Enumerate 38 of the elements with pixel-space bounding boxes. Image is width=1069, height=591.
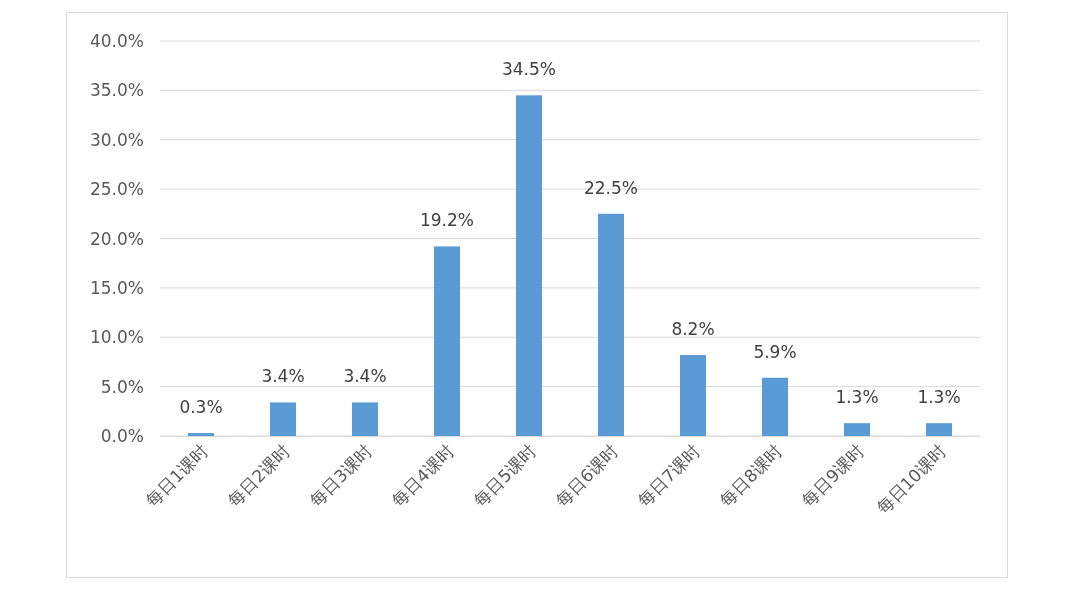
bar [434, 246, 460, 436]
data-label: 34.5% [501, 59, 557, 80]
bar [188, 433, 214, 436]
data-label: 1.3% [917, 387, 961, 408]
data-label: 5.9% [753, 341, 797, 362]
bar [270, 402, 296, 436]
data-label: 1.3% [835, 387, 879, 408]
x-tick-label: 每日3课时 [305, 440, 376, 511]
data-label: 19.2% [419, 210, 475, 231]
data-label: 3.4% [261, 366, 305, 387]
y-tick-label: 40.0% [89, 31, 144, 51]
bar [516, 95, 542, 436]
y-tick-label: 10.0% [89, 327, 144, 348]
y-tick-label: 25.0% [89, 179, 144, 200]
y-tick-label: 30.0% [89, 129, 144, 150]
x-tick-label: 每日7课时 [633, 440, 704, 511]
x-tick-label: 每日6课时 [551, 440, 622, 511]
y-tick-label: 5.0% [100, 376, 144, 397]
data-label: 0.3% [179, 397, 223, 418]
data-label: 3.4% [343, 366, 387, 387]
x-tick-label: 每日10课时 [872, 440, 950, 519]
y-tick-label: 20.0% [89, 228, 144, 249]
data-label: 8.2% [671, 319, 715, 340]
bar [680, 355, 706, 436]
bar [926, 423, 952, 436]
bar [762, 377, 788, 436]
y-tick-label: 35.0% [89, 80, 144, 101]
bar [844, 423, 870, 436]
data-label: 22.5% [583, 177, 639, 198]
x-tick-label: 每日2课时 [223, 440, 294, 511]
bar [352, 402, 378, 436]
x-tick-label: 每日5课时 [469, 440, 540, 511]
x-tick-label: 每日4课时 [387, 440, 458, 511]
x-tick-label: 每日9课时 [797, 440, 868, 511]
x-tick-label: 每日8课时 [715, 440, 786, 511]
bar [598, 213, 624, 436]
y-tick-label: 0.0% [100, 426, 144, 446]
y-tick-label: 15.0% [89, 277, 144, 298]
